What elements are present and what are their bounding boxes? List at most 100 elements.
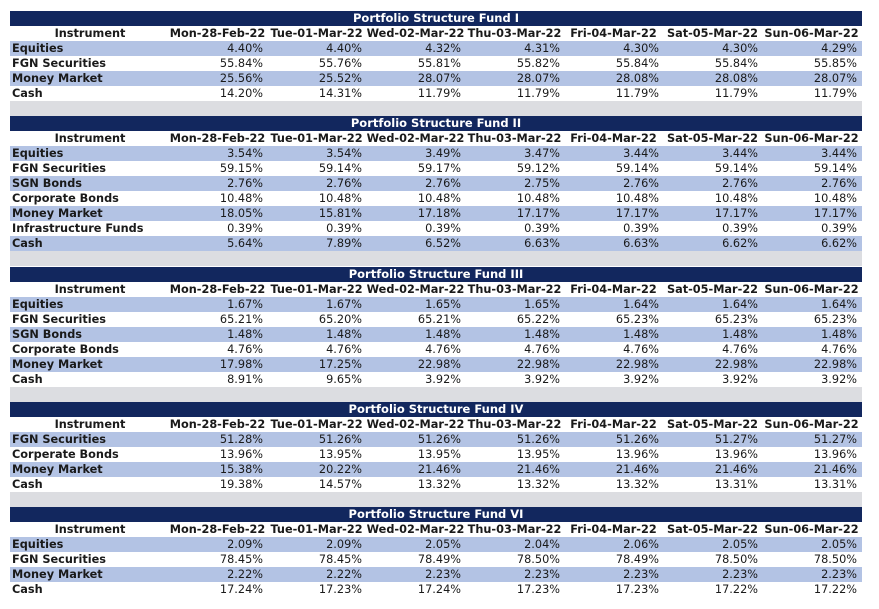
date-column-header: Sun-06-Mar-22 bbox=[764, 27, 859, 40]
table-row: Equities 3.54% 3.54% 3.49% 3.47% 3.44% 3.44% 3.… bbox=[10, 146, 862, 161]
allocation-value: 1.48% bbox=[524, 328, 560, 341]
table-row: SGN Bonds 2.76% 2.76% 2.76% 2.75% 2.76% 2.76% 2… bbox=[10, 176, 862, 191]
table-header-row: Instrument Mon-28-Feb-22 Tue-01-Mar-22 Wed-… bbox=[10, 131, 862, 146]
table-row: Equities 1.67% 1.67% 1.65% 1.65% 1.64% 1.64% 1.… bbox=[10, 297, 862, 312]
fund-table: Portfolio Structure Fund II Instrument Mon… bbox=[10, 116, 862, 266]
allocation-value: 65.23% bbox=[714, 313, 758, 326]
date-column-header: Wed-02-Mar-22 bbox=[366, 283, 465, 296]
instrument-name: FGN Securities bbox=[12, 553, 107, 566]
allocation-value: 3.44% bbox=[623, 147, 659, 160]
table-header-row: Instrument Mon-28-Feb-22 Tue-01-Mar-22 Wed-… bbox=[10, 26, 862, 41]
allocation-value: 55.76% bbox=[318, 57, 362, 70]
allocation-value: 78.50% bbox=[714, 553, 758, 566]
allocation-value: 65.20% bbox=[318, 313, 362, 326]
date-column-header: Sun-06-Mar-22 bbox=[764, 132, 859, 145]
date-column-header: Sat-05-Mar-22 bbox=[666, 27, 759, 40]
table-row: FGN Securities 78.45% 78.45% 78.49% 78.50% 78… bbox=[10, 552, 862, 567]
table-row: Equities 4.40% 4.40% 4.32% 4.31% 4.30% 4.30% 4.… bbox=[10, 41, 862, 56]
allocation-value: 22.98% bbox=[813, 358, 857, 371]
instrument-name: Equities bbox=[12, 147, 64, 160]
instrument-name: SGN Bonds bbox=[12, 177, 83, 190]
table-header-row: Instrument Mon-28-Feb-22 Tue-01-Mar-22 Wed-… bbox=[10, 522, 862, 537]
allocation-value: 4.31% bbox=[524, 42, 560, 55]
allocation-value: 1.48% bbox=[326, 328, 362, 341]
date-column-header: Fri-04-Mar-22 bbox=[570, 283, 657, 296]
allocation-value: 59.14% bbox=[714, 162, 758, 175]
allocation-value: 78.49% bbox=[417, 553, 461, 566]
instrument-name: Cash bbox=[12, 87, 43, 100]
allocation-value: 13.96% bbox=[714, 448, 758, 461]
allocation-value: 3.44% bbox=[821, 147, 857, 160]
table-row: Money Market 18.05% 15.81% 17.18% 17.17% 17.1… bbox=[10, 206, 862, 221]
date-column-header: Thu-03-Mar-22 bbox=[467, 418, 562, 431]
section-divider bbox=[10, 251, 862, 266]
table-row: Corporate Bonds 4.76% 4.76% 4.76% 4.76% 4.76%… bbox=[10, 342, 862, 357]
allocation-value: 2.75% bbox=[524, 177, 560, 190]
fund-title: Portfolio Structure Fund III bbox=[10, 267, 862, 282]
instrument-name: FGN Securities bbox=[12, 433, 107, 446]
allocation-value: 18.05% bbox=[219, 207, 263, 220]
allocation-value: 17.23% bbox=[318, 583, 362, 596]
allocation-value: 55.84% bbox=[615, 57, 659, 70]
allocation-value: 21.46% bbox=[714, 463, 758, 476]
allocation-value: 2.23% bbox=[623, 568, 659, 581]
allocation-value: 78.49% bbox=[615, 553, 659, 566]
allocation-value: 21.46% bbox=[417, 463, 461, 476]
date-column-header: Wed-02-Mar-22 bbox=[366, 132, 465, 145]
fund-title: Portfolio Structure Fund IV bbox=[10, 402, 862, 417]
table-row: Equities 2.09% 2.09% 2.05% 2.04% 2.06% 2.05% 2.… bbox=[10, 537, 862, 552]
allocation-value: 17.18% bbox=[417, 207, 461, 220]
allocation-value: 2.23% bbox=[722, 568, 758, 581]
allocation-value: 22.98% bbox=[417, 358, 461, 371]
allocation-value: 51.26% bbox=[318, 433, 362, 446]
allocation-value: 10.48% bbox=[615, 192, 659, 205]
instrument-name: Money Market bbox=[12, 72, 103, 85]
allocation-value: 1.65% bbox=[524, 298, 560, 311]
allocation-value: 1.67% bbox=[227, 298, 263, 311]
allocation-value: 55.82% bbox=[516, 57, 560, 70]
instrument-name: Money Market bbox=[12, 207, 103, 220]
date-column-header: Tue-01-Mar-22 bbox=[270, 132, 363, 145]
instrument-name: Equities bbox=[12, 42, 64, 55]
allocation-value: 4.40% bbox=[227, 42, 263, 55]
allocation-value: 17.17% bbox=[516, 207, 560, 220]
allocation-value: 3.54% bbox=[227, 147, 263, 160]
section-divider bbox=[10, 492, 862, 507]
instrument-name: Equities bbox=[12, 298, 64, 311]
allocation-value: 6.62% bbox=[722, 237, 758, 250]
allocation-value: 17.24% bbox=[219, 583, 263, 596]
allocation-value: 14.57% bbox=[318, 478, 362, 491]
allocation-value: 10.48% bbox=[714, 192, 758, 205]
instrument-name: Money Market bbox=[12, 568, 103, 581]
allocation-value: 17.22% bbox=[813, 583, 857, 596]
fund-title: Portfolio Structure Fund I bbox=[10, 11, 862, 26]
allocation-value: 28.08% bbox=[714, 72, 758, 85]
table-row: Infrastructure Funds 0.39% 0.39% 0.39% 0.39%… bbox=[10, 221, 862, 236]
allocation-value: 17.17% bbox=[615, 207, 659, 220]
allocation-value: 22.98% bbox=[615, 358, 659, 371]
allocation-value: 4.30% bbox=[623, 42, 659, 55]
allocation-value: 3.44% bbox=[722, 147, 758, 160]
allocation-value: 1.64% bbox=[722, 298, 758, 311]
table-row: Cash 17.24% 17.23% 17.24% 17.23% 17.23% 17.22%… bbox=[10, 582, 862, 597]
instrument-name: Equities bbox=[12, 538, 64, 551]
instrument-name: Corperate Bonds bbox=[12, 448, 119, 461]
allocation-value: 65.21% bbox=[219, 313, 263, 326]
allocation-value: 7.89% bbox=[326, 237, 362, 250]
fund-title: Portfolio Structure Fund II bbox=[10, 116, 862, 131]
allocation-value: 1.48% bbox=[722, 328, 758, 341]
allocation-value: 3.49% bbox=[425, 147, 461, 160]
date-column-header: Mon-28-Feb-22 bbox=[169, 418, 266, 431]
allocation-value: 2.23% bbox=[425, 568, 461, 581]
allocation-value: 6.63% bbox=[524, 237, 560, 250]
allocation-value: 59.14% bbox=[318, 162, 362, 175]
date-column-header: Sun-06-Mar-22 bbox=[764, 283, 859, 296]
allocation-value: 11.79% bbox=[813, 87, 857, 100]
allocation-value: 6.52% bbox=[425, 237, 461, 250]
allocation-value: 1.64% bbox=[623, 298, 659, 311]
date-column-header: Sat-05-Mar-22 bbox=[666, 132, 759, 145]
allocation-value: 3.54% bbox=[326, 147, 362, 160]
allocation-value: 4.76% bbox=[722, 343, 758, 356]
allocation-value: 22.98% bbox=[714, 358, 758, 371]
allocation-value: 17.23% bbox=[516, 583, 560, 596]
